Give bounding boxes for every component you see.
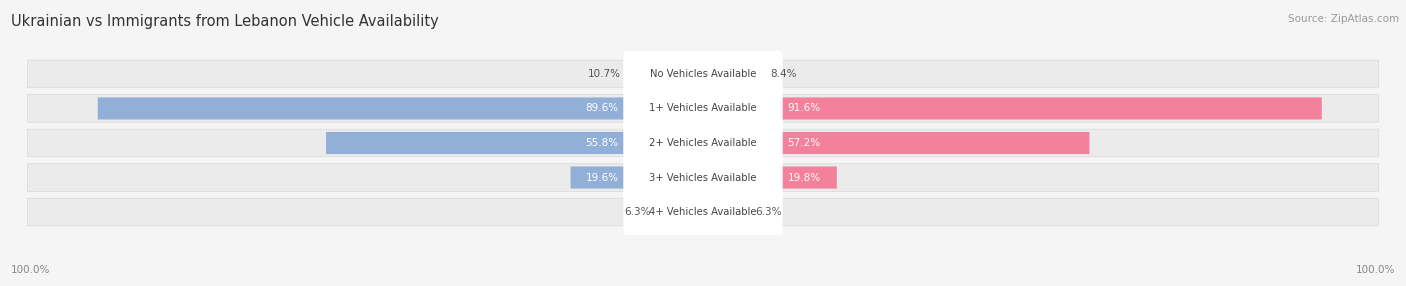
FancyBboxPatch shape <box>28 198 1378 226</box>
Text: Source: ZipAtlas.com: Source: ZipAtlas.com <box>1288 14 1399 24</box>
Text: 100.0%: 100.0% <box>11 265 51 275</box>
Text: 100.0%: 100.0% <box>1355 265 1395 275</box>
Text: 89.6%: 89.6% <box>585 104 619 114</box>
Text: 1+ Vehicles Available: 1+ Vehicles Available <box>650 104 756 114</box>
Text: 55.8%: 55.8% <box>585 138 619 148</box>
Text: 91.6%: 91.6% <box>787 104 821 114</box>
Text: 19.6%: 19.6% <box>585 172 619 182</box>
FancyBboxPatch shape <box>28 129 1378 157</box>
FancyBboxPatch shape <box>661 201 703 223</box>
FancyBboxPatch shape <box>98 98 703 120</box>
Text: Ukrainian vs Immigrants from Lebanon Vehicle Availability: Ukrainian vs Immigrants from Lebanon Veh… <box>11 14 439 29</box>
FancyBboxPatch shape <box>326 132 703 154</box>
Text: 8.4%: 8.4% <box>770 69 796 79</box>
FancyBboxPatch shape <box>571 166 703 188</box>
Text: 6.3%: 6.3% <box>755 207 782 217</box>
Text: 19.8%: 19.8% <box>787 172 821 182</box>
Text: 57.2%: 57.2% <box>787 138 821 148</box>
FancyBboxPatch shape <box>623 155 783 200</box>
FancyBboxPatch shape <box>703 166 837 188</box>
FancyBboxPatch shape <box>703 201 745 223</box>
FancyBboxPatch shape <box>623 86 783 131</box>
FancyBboxPatch shape <box>28 60 1378 88</box>
Text: 4+ Vehicles Available: 4+ Vehicles Available <box>650 207 756 217</box>
FancyBboxPatch shape <box>703 132 1090 154</box>
FancyBboxPatch shape <box>631 63 703 85</box>
FancyBboxPatch shape <box>28 95 1378 122</box>
FancyBboxPatch shape <box>703 98 1322 120</box>
FancyBboxPatch shape <box>623 120 783 166</box>
FancyBboxPatch shape <box>28 164 1378 191</box>
FancyBboxPatch shape <box>623 189 783 235</box>
Text: 3+ Vehicles Available: 3+ Vehicles Available <box>650 172 756 182</box>
Text: 6.3%: 6.3% <box>624 207 651 217</box>
Text: 2+ Vehicles Available: 2+ Vehicles Available <box>650 138 756 148</box>
Text: 10.7%: 10.7% <box>588 69 620 79</box>
FancyBboxPatch shape <box>703 63 759 85</box>
FancyBboxPatch shape <box>623 51 783 97</box>
Text: No Vehicles Available: No Vehicles Available <box>650 69 756 79</box>
